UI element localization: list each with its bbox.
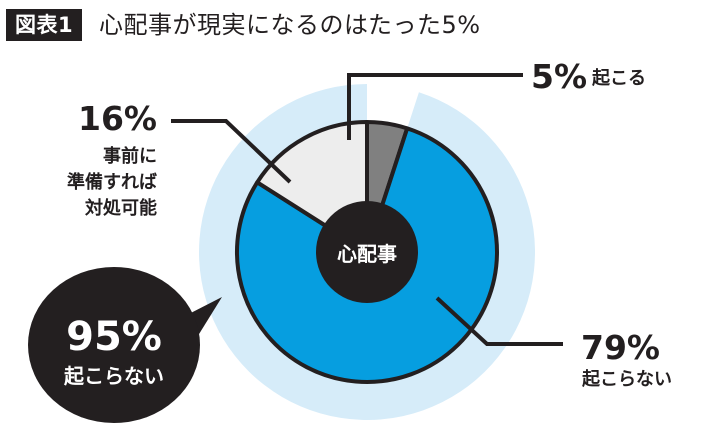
slice-prepared-caption-line3: 対処可能 (84, 197, 157, 219)
outer-ring-callout-bubble: 95% 起こらない (28, 267, 222, 423)
slice-not-occur-caption: 起こらない (581, 368, 672, 390)
leader-line-prepared (171, 119, 292, 184)
leader-line-not-occur (435, 296, 563, 346)
outer-ring-percent: 95% (66, 314, 162, 360)
slice-prepared-percent: 16% (78, 99, 157, 138)
slice-occur-caption: 起こる (591, 67, 646, 89)
leader-line-occur (347, 73, 523, 140)
center-disk (316, 201, 418, 303)
bubble-body (28, 267, 200, 423)
outer-ring-caption: 起こらない (63, 364, 164, 388)
slice-prepared-caption-line1: 事前に (103, 145, 157, 167)
figure-title: 心配事が現実になるのはたった5% (99, 11, 481, 39)
slice-occur-percent: 5% (531, 57, 587, 96)
center-label: 心配事 (337, 242, 397, 266)
slice-not-occur-percent: 79% (581, 328, 660, 367)
figure-number-tag: 図表1 (6, 9, 83, 41)
slice-prepared-caption-line2: 準備すれば (67, 171, 157, 193)
